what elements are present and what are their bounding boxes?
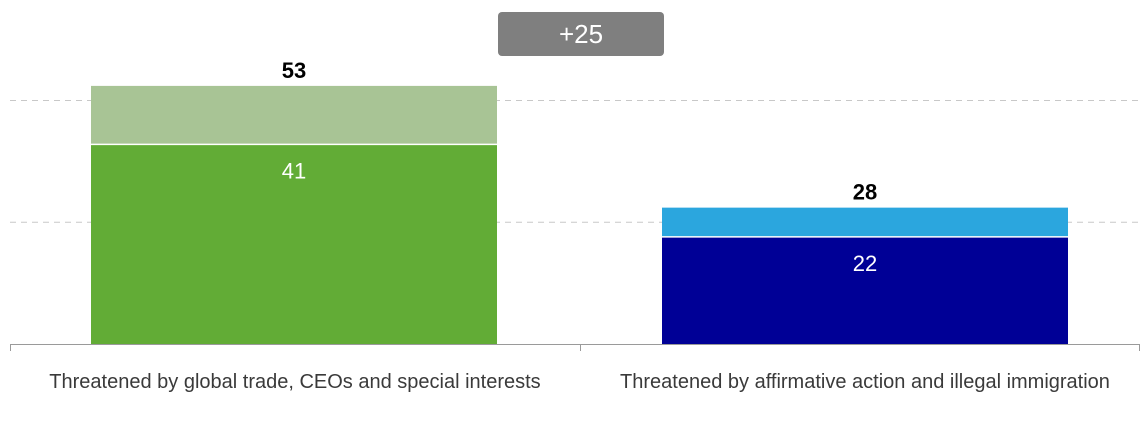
bar-base-0 [91,144,497,344]
bar-base-label-0: 41 [282,158,306,183]
bar-total-label-1: 28 [853,180,877,205]
bar-top-1 [662,207,1068,237]
bar-total-label-0: 53 [282,58,306,83]
category-label-1: Threatened by affirmative action and ill… [620,371,1110,393]
difference-badge: +25 [498,12,664,56]
category-label-0: Threatened by global trade, CEOs and spe… [49,371,541,393]
bar-base-1 [662,236,1068,344]
bar-top-0 [91,85,497,145]
bar-base-label-1: 22 [853,251,877,276]
